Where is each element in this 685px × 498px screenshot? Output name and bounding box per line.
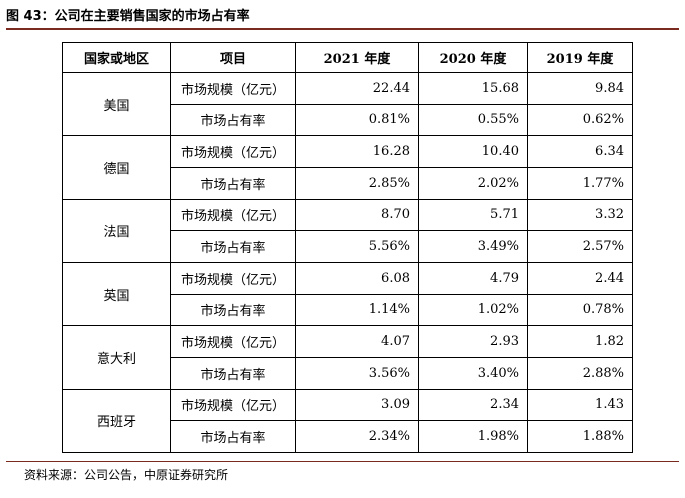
table-row: 市场占有率 1.14% 1.02% 0.78% (63, 293, 633, 327)
value-cell: 8.70 (295, 198, 419, 232)
value-cell: 2.57% (527, 230, 633, 263)
item-cell: 市场占有率 (170, 420, 296, 453)
table-row: 市场占有率 2.34% 1.98% 1.88% (63, 420, 633, 453)
value-cell: 3.09 (295, 388, 419, 422)
source-note: 资料来源：公司公告，中原证券研究所 (24, 468, 229, 482)
column-header: 2021 年度 (295, 42, 419, 73)
value-cell: 2.88% (527, 356, 633, 390)
item-cell: 市场规模（亿元） (170, 198, 296, 232)
value-cell: 1.82 (527, 325, 633, 358)
value-cell: 2.02% (418, 166, 528, 200)
table-body: 美国 市场规模（亿元） 22.44 15.68 9.84 市场占有率 0.81% 0.55% 0… (62, 71, 633, 453)
table-row: 西班牙 市场规模（亿元） 3.09 2.34 1.43 (62, 388, 633, 453)
value-cell: 4.07 (295, 325, 419, 358)
table-row: 市场占有率 0.81% 0.55% 0.62% (63, 103, 633, 137)
value-cell: 1.98% (418, 420, 528, 453)
item-cell: 市场规模（亿元） (170, 325, 296, 358)
table-row: 法国 市场规模（亿元） 8.70 5.71 3.32 (62, 198, 633, 263)
table-row: 英国 市场规模（亿元） 6.08 4.79 2.44 (62, 261, 633, 327)
country-cell: 西班牙 (62, 388, 171, 453)
table-row: 美国 市场规模（亿元） 22.44 15.68 9.84 (62, 71, 633, 137)
table-row: 市场占有率 3.56% 3.40% 2.88% (63, 356, 633, 390)
item-cell: 市场占有率 (170, 103, 296, 137)
value-cell: 3.40% (418, 356, 528, 390)
value-cell: 4.79 (418, 261, 528, 295)
value-cell: 3.49% (418, 230, 528, 263)
value-cell: 6.34 (527, 135, 633, 168)
country-cell: 德国 (62, 135, 171, 200)
table-row: 意大利 市场规模（亿元） 4.07 2.93 1.82 (62, 325, 633, 390)
value-cell: 5.56% (295, 230, 419, 263)
item-cell: 市场占有率 (170, 230, 296, 263)
column-header: 项目 (170, 42, 296, 73)
value-cell: 1.14% (295, 293, 419, 327)
item-cell: 市场规模（亿元） (170, 261, 296, 295)
table-row: 德国 市场规模（亿元） 16.28 10.40 6.34 (62, 135, 633, 200)
value-cell: 3.32 (527, 198, 633, 232)
value-cell: 0.62% (527, 103, 633, 137)
value-cell: 3.56% (295, 356, 419, 390)
value-cell: 10.40 (418, 135, 528, 168)
value-cell: 9.84 (527, 72, 633, 105)
value-cell: 0.55% (418, 103, 528, 137)
country-cell: 美国 (62, 71, 171, 137)
value-cell: 0.78% (527, 293, 633, 327)
column-header: 2020 年度 (418, 42, 528, 73)
country-cell: 法国 (62, 198, 171, 263)
value-cell: 2.34% (295, 420, 419, 453)
value-cell: 1.43 (527, 388, 633, 422)
value-cell: 2.85% (295, 166, 419, 200)
item-cell: 市场规模（亿元） (170, 388, 296, 422)
value-cell: 15.68 (418, 72, 528, 105)
header-row: 国家或地区 项目 2021 年度 2020 年度 2019 年度 (62, 42, 633, 73)
figure-title: 图 43：公司在主要销售国家的市场占有率 (6, 6, 679, 30)
item-cell: 市场占有率 (170, 293, 296, 327)
country-cell: 意大利 (62, 325, 171, 390)
value-cell: 2.34 (418, 388, 528, 422)
column-header: 国家或地区 (62, 42, 171, 73)
market-share-table: 国家或地区 项目 2021 年度 2020 年度 2019 年度 美国 市场规模（亿元） 2… (62, 42, 633, 453)
value-cell: 22.44 (295, 72, 419, 105)
value-cell: 5.71 (418, 198, 528, 232)
table-row: 市场占有率 2.85% 2.02% 1.77% (63, 166, 633, 200)
item-cell: 市场规模（亿元） (170, 72, 296, 105)
divider (6, 461, 679, 462)
value-cell: 6.08 (295, 261, 419, 295)
value-cell: 0.81% (295, 103, 419, 137)
value-cell: 2.93 (418, 325, 528, 358)
value-cell: 16.28 (295, 135, 419, 168)
item-cell: 市场规模（亿元） (170, 135, 296, 168)
item-cell: 市场占有率 (170, 356, 296, 390)
country-cell: 英国 (62, 261, 171, 327)
value-cell: 1.88% (527, 420, 633, 453)
value-cell: 1.77% (527, 166, 633, 200)
column-header: 2019 年度 (527, 42, 633, 73)
value-cell: 1.02% (418, 293, 528, 327)
item-cell: 市场占有率 (170, 166, 296, 200)
table-row: 市场占有率 5.56% 3.49% 2.57% (63, 230, 633, 263)
value-cell: 2.44 (527, 261, 633, 295)
